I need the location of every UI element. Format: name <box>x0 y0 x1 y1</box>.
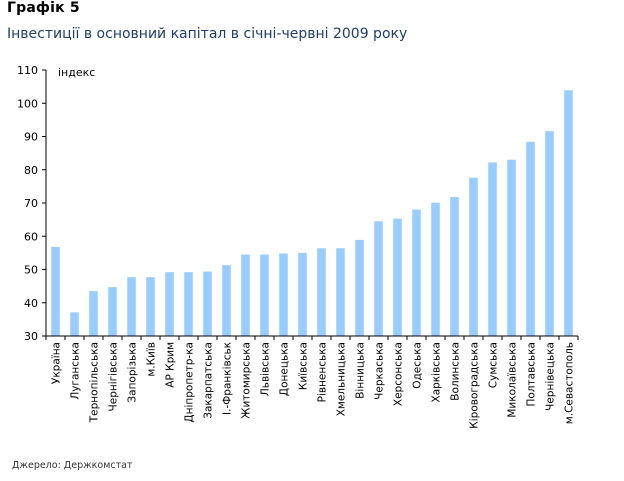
bar-22 <box>450 197 459 336</box>
x-tick-label: Львівська <box>260 342 272 396</box>
y-tick-label: 30 <box>24 330 38 343</box>
x-tick-label: Луганська <box>70 342 82 400</box>
bar-21 <box>431 202 440 336</box>
x-tick-label: м.Севастополь <box>564 342 576 424</box>
y-tick-label: 60 <box>24 230 38 243</box>
bar-9 <box>203 271 212 336</box>
bar-20 <box>412 209 421 336</box>
y-ticks-group: 30 40 50 60 70 80 90 100 110 <box>17 64 46 343</box>
bar-18 <box>374 221 383 336</box>
x-tick-label: Житомирська <box>241 342 253 419</box>
y-tick-label: 90 <box>24 131 38 144</box>
bar-2 <box>70 312 79 336</box>
x-tick-label: Сумська <box>488 342 500 388</box>
x-tick-label: Вінницька <box>355 342 367 399</box>
y-tick-label: 40 <box>24 297 38 310</box>
x-tick-label: Донецька <box>279 342 291 396</box>
bar-16 <box>336 248 345 336</box>
bar-23 <box>469 177 478 336</box>
bar-28 <box>564 90 573 336</box>
x-tick-label: м.Київ <box>146 342 158 377</box>
x-tick-label: Кіровоградська <box>469 342 481 429</box>
y-tick-label: 110 <box>17 64 38 77</box>
x-tick-label: Одеська <box>412 342 424 389</box>
x-tick-label: Харківська <box>431 342 443 402</box>
x-tick-label: АР Крим <box>165 342 177 388</box>
x-tick-label: Дніпропетр-ка <box>184 342 196 423</box>
x-tick-label: Україна <box>51 342 63 384</box>
bar-4 <box>108 287 117 336</box>
y-axis-label: індекс <box>58 66 95 79</box>
y-tick-label: 80 <box>24 164 38 177</box>
x-tick-label: Закарпатська <box>203 342 215 419</box>
bar-3 <box>89 291 98 336</box>
y-tick-label: 100 <box>17 97 38 110</box>
bar-27 <box>545 131 554 336</box>
x-tick-label: Херсонська <box>393 342 405 406</box>
y-tick-label: 50 <box>24 264 38 277</box>
bar-1 <box>51 246 60 336</box>
x-tick-label: Черкаська <box>374 342 386 400</box>
bar-24 <box>488 162 497 336</box>
x-tick-label: І.-Франківськ <box>222 342 234 415</box>
x-tick-label: Хмельницька <box>336 342 348 416</box>
x-tick-label: Чернівецька <box>545 342 557 411</box>
bar-7 <box>165 272 174 336</box>
bar-11 <box>241 254 250 336</box>
bar-19 <box>393 218 402 336</box>
bar-6 <box>146 277 155 336</box>
bar-14 <box>298 252 307 337</box>
x-tick-label: Запорізька <box>127 342 139 403</box>
x-tick-label: Миколаївська <box>507 342 519 418</box>
bar-25 <box>507 159 516 336</box>
source-note: Джерело: Держкомстат <box>12 460 133 471</box>
x-labels-group: Україна Луганська Тернопільська Чернігівськ… <box>51 342 576 429</box>
bars-group <box>51 90 573 337</box>
bar-15 <box>317 248 326 336</box>
bar-12 <box>260 254 269 336</box>
bar-5 <box>127 277 136 336</box>
x-tick-label: Київська <box>298 342 310 390</box>
y-tick-label: 70 <box>24 197 38 210</box>
bar-26 <box>526 141 535 336</box>
bar-10 <box>222 265 231 336</box>
x-tick-label: Тернопільська <box>89 342 101 423</box>
bar-8 <box>184 272 193 336</box>
bar-13 <box>279 253 288 336</box>
chart-title: Інвестиції в основний капітал в січні-че… <box>7 26 408 42</box>
x-tick-label: Чернігівська <box>108 342 120 411</box>
x-tick-label: Полтавська <box>526 342 538 407</box>
x-tick-label: Волинська <box>450 342 462 401</box>
axes-group <box>45 70 579 340</box>
figure-label: Графік 5 <box>7 0 80 16</box>
x-tick-label: Рівненська <box>317 342 329 402</box>
bar-17 <box>355 239 364 336</box>
